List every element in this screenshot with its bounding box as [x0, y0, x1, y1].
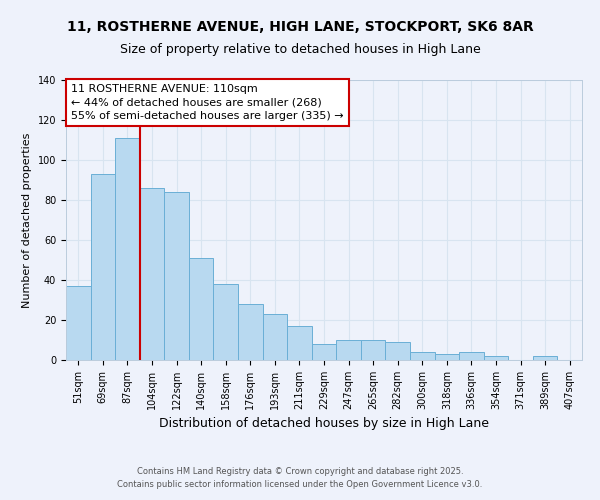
Y-axis label: Number of detached properties: Number of detached properties	[22, 132, 32, 308]
Bar	[189, 258, 214, 360]
Bar	[434, 354, 459, 360]
Bar	[91, 174, 115, 360]
Text: Contains public sector information licensed under the Open Government Licence v3: Contains public sector information licen…	[118, 480, 482, 489]
Bar	[336, 340, 361, 360]
Bar	[115, 138, 140, 360]
Bar	[484, 356, 508, 360]
Bar	[287, 326, 312, 360]
Bar	[385, 342, 410, 360]
Bar	[361, 340, 385, 360]
Bar	[140, 188, 164, 360]
Text: 11, ROSTHERNE AVENUE, HIGH LANE, STOCKPORT, SK6 8AR: 11, ROSTHERNE AVENUE, HIGH LANE, STOCKPO…	[67, 20, 533, 34]
Text: 11 ROSTHERNE AVENUE: 110sqm
← 44% of detached houses are smaller (268)
55% of se: 11 ROSTHERNE AVENUE: 110sqm ← 44% of det…	[71, 84, 344, 120]
Bar	[410, 352, 434, 360]
Text: Contains HM Land Registry data © Crown copyright and database right 2025.: Contains HM Land Registry data © Crown c…	[137, 467, 463, 476]
Bar	[459, 352, 484, 360]
Text: Size of property relative to detached houses in High Lane: Size of property relative to detached ho…	[119, 42, 481, 56]
Bar	[238, 304, 263, 360]
Bar	[214, 284, 238, 360]
X-axis label: Distribution of detached houses by size in High Lane: Distribution of detached houses by size …	[159, 418, 489, 430]
Bar	[263, 314, 287, 360]
Bar	[66, 286, 91, 360]
Bar	[533, 356, 557, 360]
Bar	[312, 344, 336, 360]
Bar	[164, 192, 189, 360]
